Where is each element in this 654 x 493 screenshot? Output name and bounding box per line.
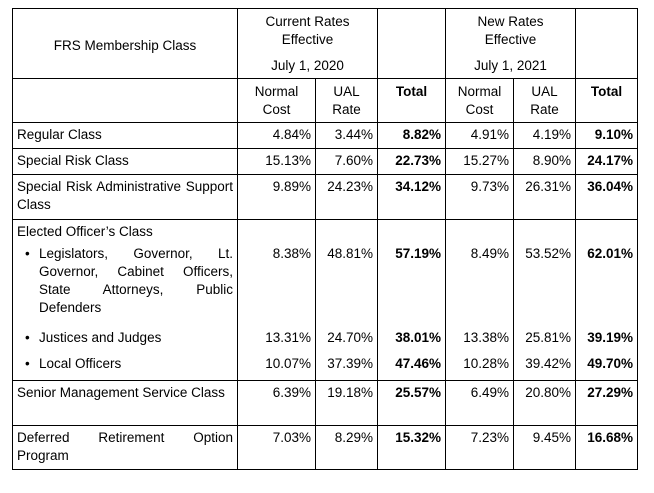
cell-current-normal: 13.31% xyxy=(237,328,316,355)
cell-current-normal: 4.84% xyxy=(237,122,316,149)
new-rates-date: July 1, 2021 xyxy=(474,58,547,73)
cell-current-ual: 37.39% xyxy=(314,354,379,381)
cell-current-ual: 24.70% xyxy=(314,328,379,355)
cell-current-normal: 6.39% xyxy=(237,380,316,426)
row-label: • Legislators, Governor, Lt. Governor, Ca… xyxy=(12,244,238,329)
cell-new-normal: 13.38% xyxy=(445,328,515,355)
new-total-header: Total xyxy=(575,78,639,123)
current-normal-cost-header: Normal Cost xyxy=(237,78,316,123)
cell-new-ual: 20.80% xyxy=(513,380,577,426)
row-label: • Local Officers xyxy=(12,354,238,381)
cell-new-normal: 4.91% xyxy=(445,122,515,149)
cell-current-total: 34.12% xyxy=(377,174,447,220)
row-label: Elected Officer’s Class xyxy=(12,219,238,245)
cell-new-normal: 7.23% xyxy=(445,425,515,470)
cell-new-normal: 10.28% xyxy=(445,354,515,381)
current-rates-header: Current Rates Effective July 1, 2020 xyxy=(236,8,379,79)
cell-new-ual: 53.52% xyxy=(513,244,577,329)
cell-new-total: 24.17% xyxy=(575,148,639,175)
row-label: Senior Management Service Class xyxy=(12,380,238,426)
new-ual-rate-header: UAL Rate xyxy=(513,78,577,123)
cell-new-total: 27.29% xyxy=(575,380,639,426)
table-row-legislators: • Legislators, Governor, Lt. Governor, Ca… xyxy=(12,244,639,329)
empty-cell xyxy=(314,219,379,245)
cell-current-total: 22.73% xyxy=(377,148,447,175)
current-rates-title: Current Rates xyxy=(265,14,350,29)
empty-cell xyxy=(237,219,316,245)
empty-cell xyxy=(513,219,577,245)
header-blank-3 xyxy=(12,78,238,123)
new-rates-header: New Rates Effective July 1, 2021 xyxy=(445,8,577,79)
cell-new-ual: 39.42% xyxy=(513,354,577,381)
cell-current-ual: 3.44% xyxy=(314,122,379,149)
cell-new-total: 49.70% xyxy=(575,354,639,381)
cell-new-normal: 9.73% xyxy=(445,174,515,220)
row-label: Regular Class xyxy=(12,122,238,149)
cell-current-normal: 7.03% xyxy=(237,425,316,470)
row-label: Special Risk Class xyxy=(12,148,238,175)
current-total-header: Total xyxy=(377,78,447,123)
cell-current-total: 57.19% xyxy=(377,244,447,329)
new-normal-cost-header: Normal Cost xyxy=(445,78,515,123)
cell-current-normal: 15.13% xyxy=(237,148,316,175)
row-label: Special Risk Administrative Support Clas… xyxy=(12,174,238,220)
cell-current-ual: 48.81% xyxy=(314,244,379,329)
cell-current-ual: 8.29% xyxy=(314,425,379,470)
cell-current-total: 38.01% xyxy=(377,328,447,355)
bullet-icon: • xyxy=(25,329,30,345)
cell-new-total: 36.04% xyxy=(575,174,639,220)
cell-current-normal: 10.07% xyxy=(237,354,316,381)
cell-new-total: 9.10% xyxy=(575,122,639,149)
new-rates-title: New Rates xyxy=(477,14,544,29)
table-row-special-risk-admin: Special Risk Administrative Support Clas… xyxy=(12,174,639,220)
cell-new-ual: 8.90% xyxy=(513,148,577,175)
cell-current-normal: 8.38% xyxy=(237,244,316,329)
cell-new-normal: 6.49% xyxy=(445,380,515,426)
cell-new-total: 39.19% xyxy=(575,328,639,355)
cell-new-ual: 9.45% xyxy=(513,425,577,470)
cell-new-total: 16.68% xyxy=(575,425,639,470)
cell-new-ual: 25.81% xyxy=(513,328,577,355)
current-rates-date: July 1, 2020 xyxy=(271,58,344,73)
table-row-regular: Regular Class 4.84% 3.44% 8.82% 4.91% 4.… xyxy=(12,122,639,149)
empty-cell xyxy=(445,219,515,245)
cell-current-normal: 9.89% xyxy=(237,174,316,220)
empty-cell xyxy=(377,219,447,245)
current-rates-effective: Effective xyxy=(281,32,334,47)
table-row-local-officers: • Local Officers 10.07% 37.39% 47.46% 10.… xyxy=(12,354,639,381)
cell-current-ual: 7.60% xyxy=(314,148,379,175)
frs-rates-table: FRS Membership Class Current Rates Effec… xyxy=(12,8,639,470)
cell-current-ual: 19.18% xyxy=(314,380,379,426)
cell-new-ual: 4.19% xyxy=(513,122,577,149)
table-row-elected-heading: Elected Officer’s Class xyxy=(12,219,639,245)
cell-new-total: 62.01% xyxy=(575,244,639,329)
cell-current-total: 47.46% xyxy=(377,354,447,381)
header-blank-2 xyxy=(575,8,639,79)
header-row-groups: FRS Membership Class Current Rates Effec… xyxy=(12,8,639,79)
new-rates-effective: Effective xyxy=(484,32,537,47)
empty-cell xyxy=(575,219,639,245)
table-row-drop: Deferred Retirement Option Program 7.03%… xyxy=(12,425,639,470)
row-label: Deferred Retirement Option Program xyxy=(12,425,238,470)
bullet-icon: • xyxy=(25,355,30,371)
bullet-icon: • xyxy=(25,245,30,261)
header-row-columns: Normal Cost UAL Rate Total Normal Cost UAL R… xyxy=(12,78,639,123)
cell-current-ual: 24.23% xyxy=(314,174,379,220)
cell-current-total: 25.57% xyxy=(377,380,447,426)
current-ual-rate-header: UAL Rate xyxy=(314,78,379,123)
table-row-special-risk: Special Risk Class 15.13% 7.60% 22.73% 1… xyxy=(12,148,639,175)
cell-new-ual: 26.31% xyxy=(513,174,577,220)
class-column-header: FRS Membership Class xyxy=(12,8,238,79)
header-blank-1 xyxy=(377,8,447,79)
table-row-senior-management: Senior Management Service Class 6.39% 19… xyxy=(12,380,639,426)
cell-current-total: 8.82% xyxy=(377,122,447,149)
cell-new-normal: 8.49% xyxy=(445,244,515,329)
cell-new-normal: 15.27% xyxy=(445,148,515,175)
cell-current-total: 15.32% xyxy=(377,425,447,470)
row-label: • Justices and Judges xyxy=(12,328,238,355)
table-row-justices: • Justices and Judges 13.31% 24.70% 38.01… xyxy=(12,328,639,355)
